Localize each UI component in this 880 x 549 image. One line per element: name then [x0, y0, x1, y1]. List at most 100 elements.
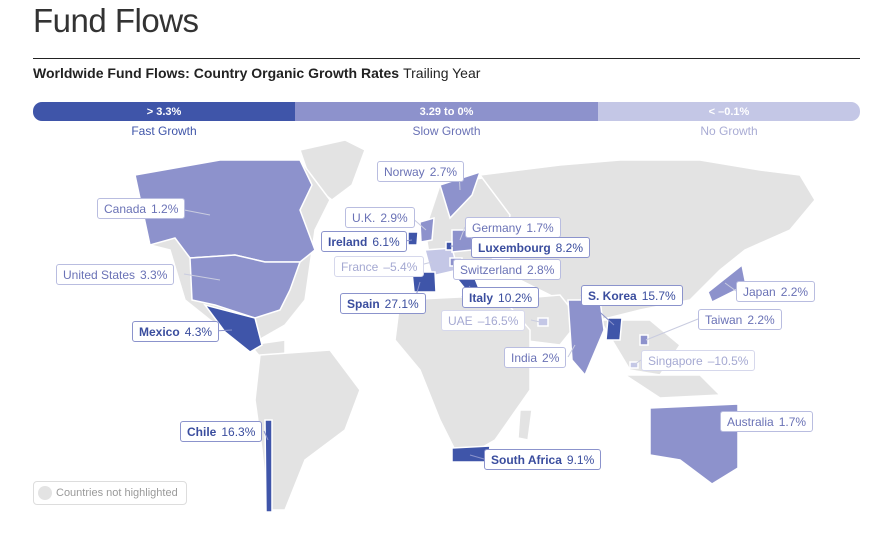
callout-ireland-name: Ireland	[328, 235, 368, 249]
callout-india-name: India	[511, 351, 538, 365]
callout-singapore-name: Singapore	[648, 354, 703, 368]
luxembourg-leader-line	[449, 245, 472, 248]
callout-taiwan-name: Taiwan	[705, 313, 743, 327]
callout-india-value: 2%	[542, 351, 560, 365]
germany-leader-line	[459, 226, 466, 241]
callout-u-k-name: U.K.	[352, 211, 376, 225]
callout-mexico-value: 4.3%	[184, 325, 213, 339]
madagascar-shape	[517, 409, 533, 441]
grey-swatch	[38, 486, 52, 500]
callout-uae-name: UAE	[448, 314, 473, 328]
not-highlighted-label: Countries not highlighted	[56, 487, 178, 499]
callout-luxembourg: Luxembourg 8.2%	[471, 237, 591, 258]
japan-leader-line	[724, 282, 737, 292]
callout-ireland: Ireland 6.1%	[321, 231, 407, 252]
south-africa-leader-line	[469, 454, 485, 460]
callout-s-korea-name: S. Korea	[588, 289, 637, 303]
callout-united-states: United States 3.3%	[56, 264, 175, 285]
callout-france: France –5.4%	[334, 256, 425, 277]
callout-luxembourg-value: 8.2%	[555, 241, 584, 255]
callout-chile-value: 16.3%	[221, 425, 256, 439]
australia-shape	[649, 403, 739, 485]
callout-italy-name: Italy	[469, 291, 494, 305]
callout-canada-name: Canada	[104, 202, 147, 216]
taiwan-shape	[639, 334, 649, 346]
uk-shape	[419, 216, 435, 243]
chile-shape	[264, 419, 273, 513]
callout-u-k-value: 2.9%	[380, 211, 408, 225]
callout-france-name: France	[341, 260, 379, 274]
callout-s-korea-value: 15.7%	[641, 289, 676, 303]
callout-france-value: –5.4%	[383, 260, 418, 274]
callout-mexico-name: Mexico	[139, 325, 180, 339]
callout-united-states-name: United States	[63, 268, 136, 282]
callout-spain: Spain 27.1%	[340, 293, 426, 314]
legend-bar: > 3.3% 3.29 to 0% < –0.1%	[33, 102, 860, 121]
callout-uae-value: –16.5%	[477, 314, 519, 328]
callout-canada-value: 1.2%	[151, 202, 179, 216]
callout-switzerland-name: Switzerland	[460, 263, 523, 277]
united-states-leader-line	[183, 273, 221, 281]
callout-germany: Germany 1.7%	[465, 217, 561, 238]
india-leader-line	[567, 344, 576, 358]
callout-spain-name: Spain	[347, 297, 380, 311]
chart-title: Worldwide Fund Flows: Country Organic Gr…	[33, 65, 400, 81]
callout-australia: Australia 1.7%	[720, 411, 814, 432]
ireland-shape	[407, 231, 419, 246]
callout-taiwan: Taiwan 2.2%	[698, 309, 782, 330]
callout-s-korea: S. Korea 15.7%	[581, 285, 683, 306]
callout-italy-value: 10.2%	[498, 291, 533, 305]
callout-uae: UAE –16.5%	[441, 310, 526, 331]
callout-india: India 2%	[504, 347, 567, 368]
mexico-shape	[203, 303, 263, 353]
callout-u-k: U.K. 2.9%	[345, 207, 415, 228]
callout-chile: Chile 16.3%	[180, 421, 263, 442]
legend-slow-caption: Slow Growth	[412, 124, 481, 138]
indonesia-shape	[622, 374, 722, 399]
callout-mexico: Mexico 4.3%	[132, 321, 220, 342]
japan-shape	[707, 263, 747, 304]
callout-japan-value: 2.2%	[780, 285, 809, 299]
callout-spain-value: 27.1%	[384, 297, 419, 311]
legend-slow-growth: 3.29 to 0%	[295, 102, 598, 121]
callout-south-africa: South Africa 9.1%	[484, 449, 602, 470]
callout-norway-name: Norway	[384, 165, 425, 179]
spain-shape	[411, 271, 437, 293]
callout-taiwan-value: 2.2%	[747, 313, 775, 327]
chile-leader-line	[263, 430, 269, 441]
map-highlighted-countries	[134, 159, 747, 513]
callout-norway: Norway 2.7%	[377, 161, 465, 182]
singapore-leader-line	[633, 359, 642, 366]
callout-norway-value: 2.7%	[429, 165, 458, 179]
callout-chile-name: Chile	[187, 425, 217, 439]
callout-singapore: Singapore –10.5%	[641, 350, 756, 371]
taiwan-leader-line	[645, 318, 699, 341]
callout-ireland-value: 6.1%	[372, 235, 400, 249]
callout-luxembourg-name: Luxembourg	[478, 241, 551, 255]
legend-no-caption: No Growth	[700, 124, 758, 138]
callout-italy: Italy 10.2%	[462, 287, 540, 308]
uae-leader-line	[530, 319, 541, 323]
callout-australia-value: 1.7%	[778, 415, 807, 429]
united-states-shape	[189, 254, 302, 319]
legend-fast-caption: Fast Growth	[131, 124, 197, 138]
title-rule	[33, 58, 860, 59]
legend-no-growth: < –0.1%	[598, 102, 860, 121]
callout-japan-name: Japan	[743, 285, 776, 299]
uae-shape	[537, 317, 549, 327]
callout-germany-name: Germany	[472, 221, 522, 235]
legend-fast-growth: > 3.3%	[33, 102, 295, 121]
callout-switzerland-value: 2.8%	[527, 263, 555, 277]
callout-south-africa-value: 9.1%	[566, 453, 595, 467]
not-highlighted-legend: Countries not highlighted	[33, 481, 187, 505]
callout-switzerland: Switzerland 2.8%	[453, 259, 562, 280]
south-korea-shape	[605, 317, 623, 341]
callout-japan: Japan 2.2%	[736, 281, 816, 302]
norway-shape	[439, 170, 482, 220]
callout-australia-name: Australia	[727, 415, 774, 429]
callout-south-africa-name: South Africa	[491, 453, 562, 467]
chart-period: Trailing Year	[403, 65, 481, 81]
callout-canada: Canada 1.2%	[97, 198, 186, 219]
chart-subtitle: Worldwide Fund Flows: Country Organic Gr…	[33, 65, 480, 81]
callout-united-states-value: 3.3%	[140, 268, 168, 282]
